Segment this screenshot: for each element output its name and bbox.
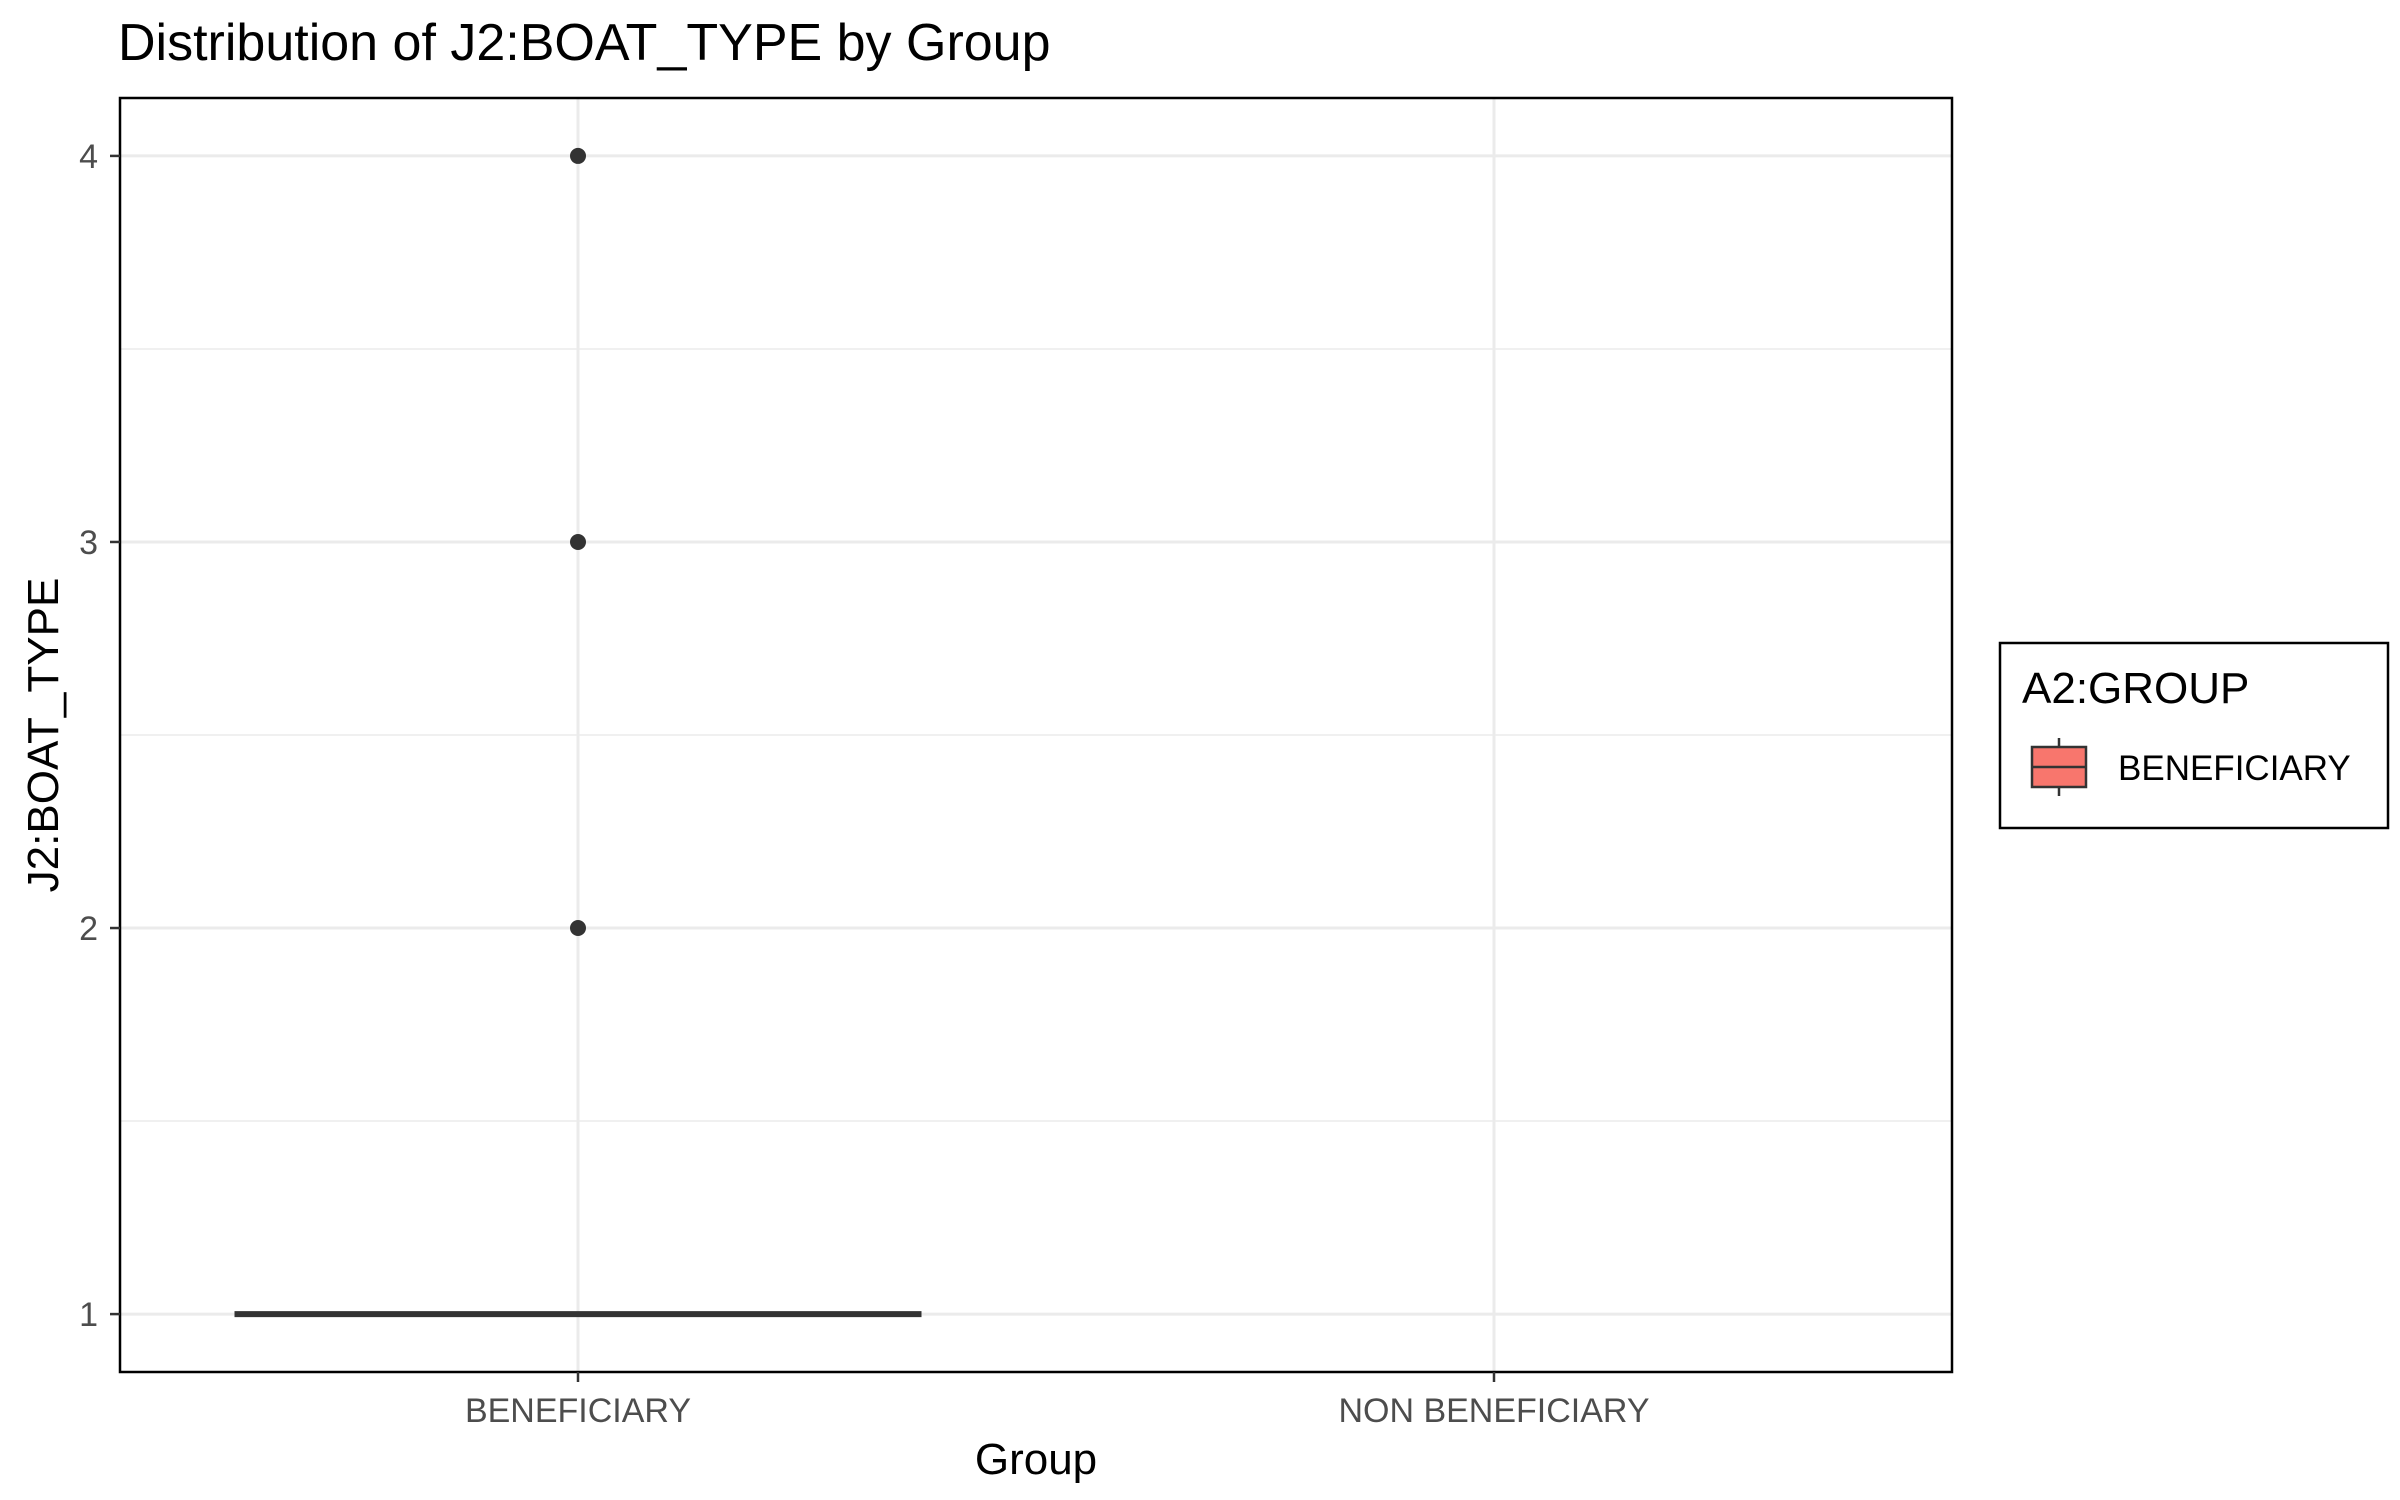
y-tick-label: 4	[79, 138, 98, 176]
outlier-point	[570, 534, 586, 550]
outlier-point	[570, 920, 586, 936]
legend-title: A2:GROUP	[2022, 664, 2249, 713]
legend-label-beneficiary: BENEFICIARY	[2118, 749, 2351, 788]
x-tick-label: BENEFICIARY	[465, 1392, 691, 1430]
chart-title: Distribution of J2:BOAT_TYPE by Group	[118, 14, 1051, 72]
x-axis-ticks: BENEFICIARY NON BENEFICIARY	[465, 1372, 1650, 1430]
legend-key-beneficiary	[2032, 738, 2086, 796]
x-tick-label: NON BENEFICIARY	[1338, 1392, 1649, 1430]
y-axis-ticks: 1 2 3 4	[79, 138, 120, 1334]
y-axis-title: J2:BOAT_TYPE	[19, 578, 68, 893]
plot-panel	[120, 98, 1952, 1372]
outlier-point	[570, 148, 586, 164]
y-tick-label: 2	[79, 910, 98, 948]
legend: A2:GROUP BENEFICIARY	[2000, 643, 2388, 828]
x-axis-title: Group	[975, 1435, 1097, 1484]
y-tick-label: 3	[79, 524, 98, 562]
y-tick-label: 1	[79, 1296, 98, 1334]
